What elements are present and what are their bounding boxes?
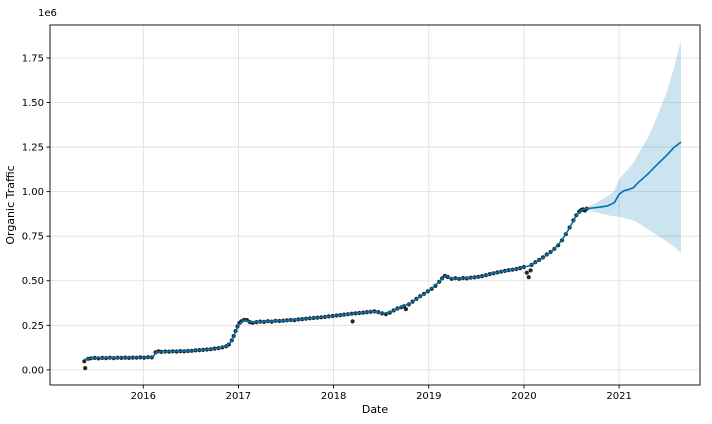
gridlines <box>50 25 700 385</box>
y-tick-label: 1.50 <box>22 98 44 109</box>
y-tick-label: 0.00 <box>22 365 44 376</box>
y-tick-label: 0.75 <box>22 232 44 243</box>
x-tick-label: 2017 <box>226 391 251 402</box>
y-tick-label: 1.00 <box>22 187 44 198</box>
y-tick-label: 1.75 <box>22 54 44 65</box>
forecast-line <box>84 141 682 361</box>
axes <box>46 24 701 389</box>
y-axis-label: Organic Traffic <box>4 165 17 244</box>
x-axis-label: Date <box>362 403 389 416</box>
y-tick-label: 0.25 <box>22 321 44 332</box>
y-tick-label: 0.50 <box>22 276 44 287</box>
y-tick-label: 1.25 <box>22 143 44 154</box>
x-tick-label: 2018 <box>321 391 346 402</box>
x-tick-label: 2016 <box>131 391 156 402</box>
x-tick-label: 2019 <box>416 391 441 402</box>
y-offset-label: 1e6 <box>38 8 57 19</box>
tick-labels: 2016 2017 2018 2019 2020 2021 0.00 0.25 0.50 0.75… <box>22 54 632 403</box>
x-tick-label: 2020 <box>511 391 536 402</box>
x-tick-label: 2021 <box>606 391 631 402</box>
observations-scatter <box>82 206 589 371</box>
uncertainty-band <box>586 40 681 254</box>
